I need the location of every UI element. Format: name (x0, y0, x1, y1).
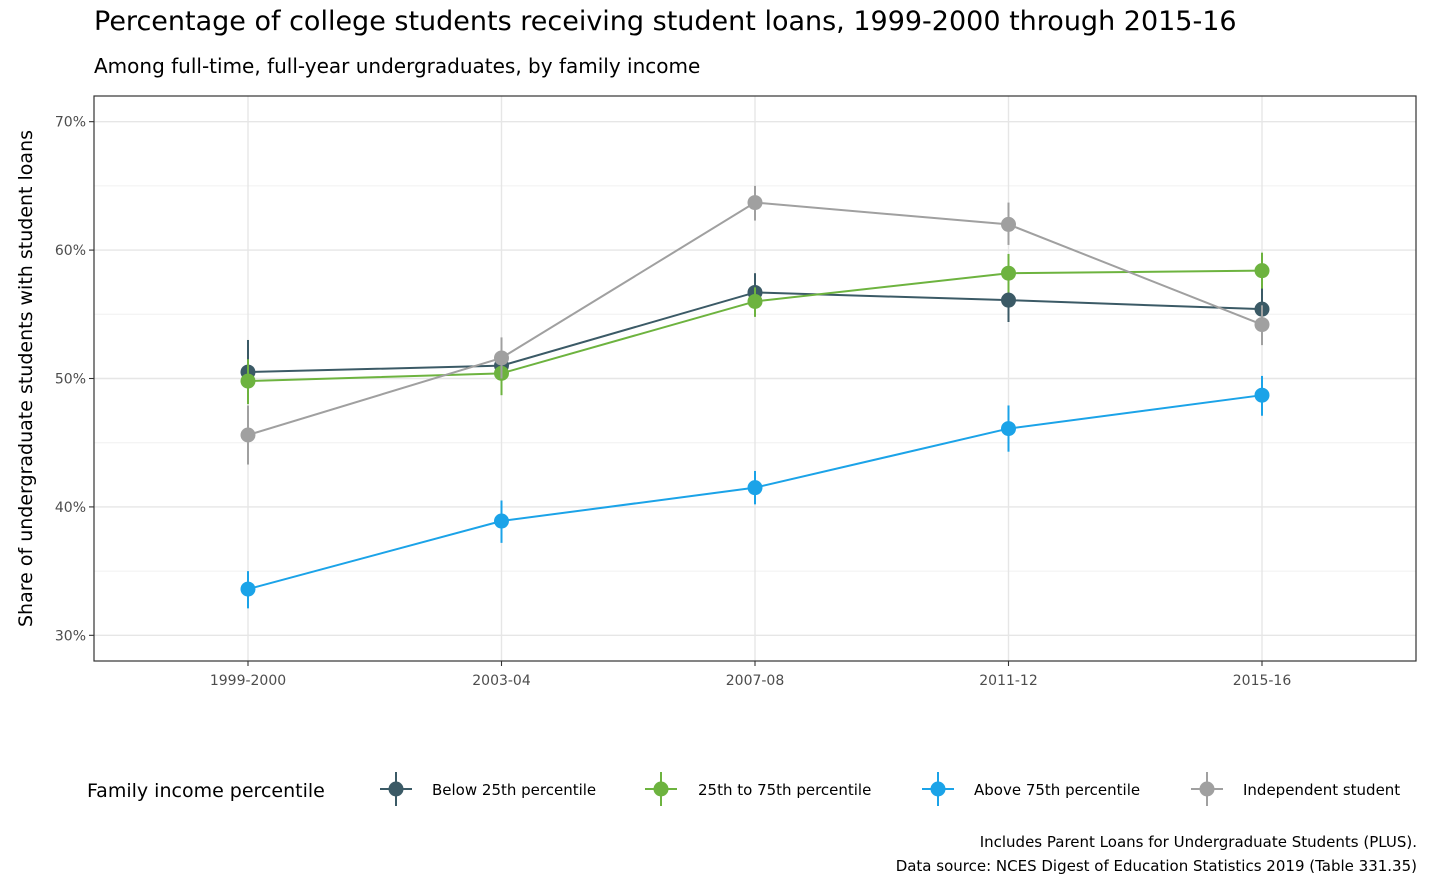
data-point (1001, 421, 1016, 437)
series-layer (240, 185, 1270, 609)
x-tick-label: 2007-08 (726, 673, 785, 689)
data-point (1001, 216, 1016, 232)
legend-item: Above 75th percentile (922, 772, 1140, 806)
y-tick-label: 50% (55, 372, 86, 388)
panel-border (93, 95, 1417, 662)
x-tick-label: 2011-12 (979, 673, 1038, 689)
chart-subtitle: Among full-time, full-year undergraduate… (94, 54, 701, 78)
data-point (1001, 292, 1016, 308)
y-tick-label: 70% (55, 115, 86, 131)
legend-title: Family income percentile (87, 780, 325, 802)
legend: Family income percentile Below 25th perc… (87, 772, 1400, 806)
x-tick-label: 2003-04 (472, 673, 531, 689)
y-axis-label: Share of undergraduate students with stu… (15, 130, 37, 627)
legend-key-point (1199, 781, 1215, 797)
legend-label: Below 25th percentile (432, 781, 596, 799)
data-point (240, 427, 256, 443)
legend-key-point (388, 781, 404, 797)
y-tick-label: 30% (55, 628, 86, 644)
legend-key-point (653, 781, 669, 797)
data-point (494, 350, 509, 366)
caption-source: Data source: NCES Digest of Education St… (895, 857, 1417, 875)
x-tick-label: 1999-2000 (210, 673, 286, 689)
chart-title: Percentage of college students receiving… (94, 6, 1237, 37)
series-3 (240, 185, 1270, 465)
data-point (1254, 263, 1270, 279)
series-1 (240, 252, 1270, 405)
data-point (240, 373, 256, 389)
data-point (747, 293, 763, 309)
legend-label: Above 75th percentile (974, 781, 1140, 799)
data-point (240, 581, 256, 597)
data-point (747, 195, 763, 211)
legend-item: Below 25th percentile (380, 772, 596, 806)
data-point (494, 513, 509, 529)
y-tick-label: 60% (55, 243, 86, 259)
series-2 (240, 375, 1270, 609)
legend-key-point (930, 781, 946, 797)
data-point (1254, 387, 1270, 403)
legend-item: 25th to 75th percentile (645, 772, 871, 806)
x-tick-label: 2015-16 (1233, 673, 1292, 689)
y-tick-label: 40% (55, 500, 86, 516)
legend-label: 25th to 75th percentile (698, 781, 871, 799)
legend-item: Independent student (1191, 772, 1400, 806)
data-point (747, 480, 763, 496)
x-axis-ticks: 1999-2000 2003-04 2007-08 2011-12 2015-16 (210, 661, 1291, 689)
data-point (1254, 317, 1270, 333)
caption-note: Includes Parent Loans for Undergraduate … (979, 833, 1417, 851)
legend-label: Independent student (1243, 781, 1400, 799)
data-point (1001, 265, 1016, 281)
y-axis-ticks: 30% 40% 50% 60% 70% (55, 115, 94, 644)
